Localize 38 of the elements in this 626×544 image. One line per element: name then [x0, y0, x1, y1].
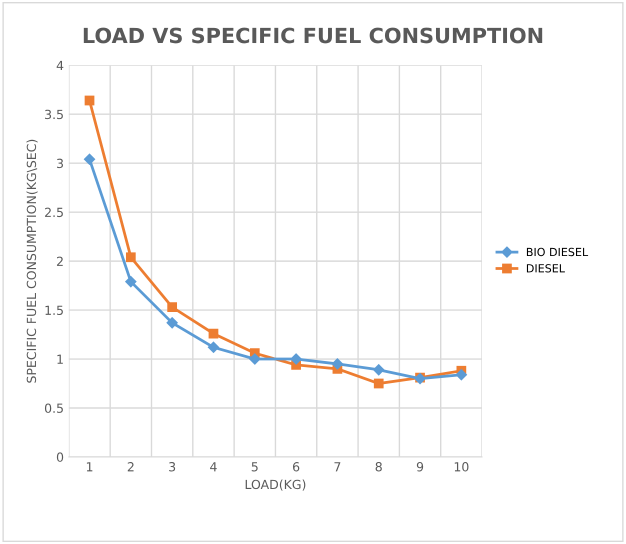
y-tick-label: 4 — [56, 60, 64, 70]
y-tick-label: 1 — [57, 354, 63, 364]
point — [208, 328, 218, 338]
y-tick-label: 0.5 — [44, 403, 63, 413]
point — [125, 276, 136, 288]
y-tick-label: 3.5 — [45, 110, 63, 120]
y-tick-label: 0 — [56, 452, 64, 462]
point — [290, 353, 302, 365]
legend-label: BIO DIESEL — [526, 248, 588, 256]
x-tick-label: 3 — [169, 462, 176, 472]
x-tick-label: 1 — [86, 462, 92, 472]
point — [456, 369, 467, 380]
chart-title: LOAD VS SPECIFIC FUEL CONSUMPTION — [84, 28, 542, 44]
x-tick-label: 6 — [292, 462, 300, 472]
y-tick-label: 1.5 — [45, 306, 63, 316]
x-tick-label: 9 — [416, 462, 424, 472]
y-tick-label: 2.5 — [45, 208, 63, 218]
point — [249, 353, 260, 365]
point — [208, 342, 220, 353]
x-tick-label: 2 — [128, 462, 134, 472]
point — [374, 378, 384, 388]
point — [126, 252, 136, 262]
legend-label: DIESEL — [526, 264, 565, 272]
point — [167, 302, 178, 312]
x-tick-label: 10 — [454, 462, 468, 472]
x-tick-label: 8 — [376, 462, 382, 472]
point — [332, 358, 344, 370]
x-tick-label: 4 — [210, 462, 217, 472]
x-tick-label: 7 — [334, 462, 340, 472]
y-tick-label: 3 — [57, 158, 63, 168]
point — [373, 364, 384, 376]
point — [84, 154, 96, 165]
y-axis-title: SPECIFIC FUEL CONSUMPTION(KG\SEC) — [26, 140, 38, 383]
x-axis-title: LOAD(KG) — [246, 479, 306, 491]
x-tick-label: 5 — [252, 462, 258, 472]
point — [166, 317, 178, 328]
point — [84, 96, 94, 106]
y-tick-label: 2 — [56, 256, 63, 266]
